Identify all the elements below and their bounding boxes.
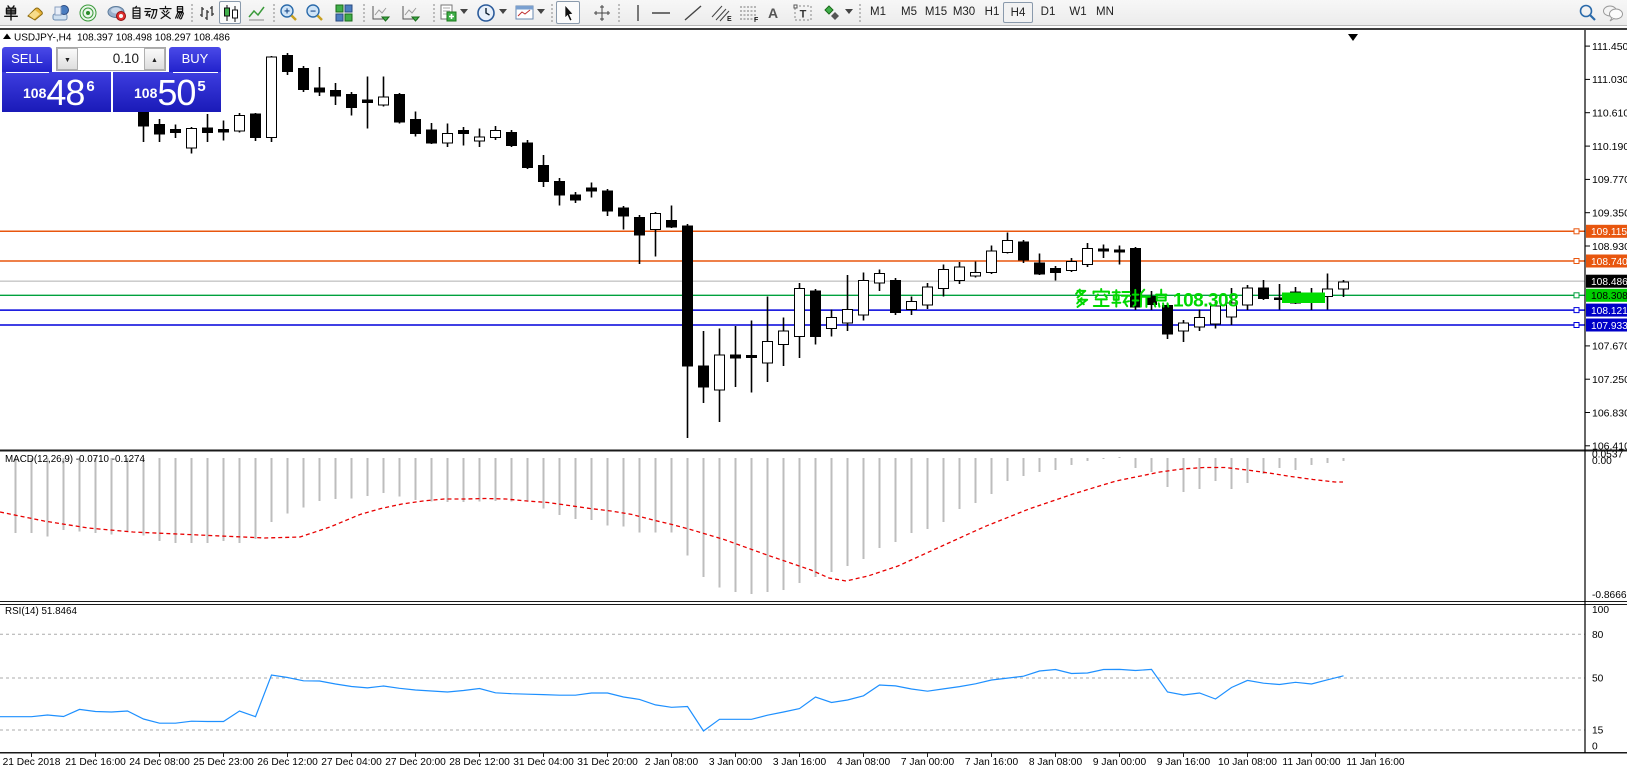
svg-text:108.486: 108.486 <box>1591 277 1627 288</box>
svg-text:RSI(14) 51.8464: RSI(14) 51.8464 <box>5 606 77 617</box>
svg-text:0: 0 <box>1592 742 1598 753</box>
svg-text:9 Jan 00:00: 9 Jan 00:00 <box>1093 757 1147 768</box>
svg-text:T: T <box>800 9 807 21</box>
svg-text:F: F <box>754 17 759 23</box>
svg-text:111.450: 111.450 <box>1592 41 1627 53</box>
svg-text:−: − <box>310 7 316 18</box>
svg-text:4 Jan 08:00: 4 Jan 08:00 <box>837 757 891 768</box>
svg-text:3 Jan 00:00: 3 Jan 00:00 <box>709 757 763 768</box>
svg-text:0.0537: 0.0537 <box>1592 450 1623 461</box>
svg-text:MACD(12,26,9) -0.0710 -0.1274: MACD(12,26,9) -0.0710 -0.1274 <box>5 454 146 465</box>
svg-text:9 Jan 16:00: 9 Jan 16:00 <box>1157 757 1211 768</box>
svg-text:110.610: 110.610 <box>1592 108 1627 120</box>
svg-text:27 Dec 04:00: 27 Dec 04:00 <box>321 757 382 768</box>
svg-text:50: 50 <box>1592 674 1604 685</box>
svg-text:21 Dec 16:00: 21 Dec 16:00 <box>65 757 126 768</box>
svg-text:-0.8666: -0.8666 <box>1592 590 1627 601</box>
svg-text:110.190: 110.190 <box>1592 141 1627 153</box>
svg-text:E: E <box>727 16 732 23</box>
svg-text:2 Jan 08:00: 2 Jan 08:00 <box>645 757 699 768</box>
svg-text:80: 80 <box>1592 630 1604 641</box>
svg-text:106.830: 106.830 <box>1592 407 1627 419</box>
svg-text:11 Jan 00:00: 11 Jan 00:00 <box>1282 757 1340 768</box>
svg-text:11 Jan 16:00: 11 Jan 16:00 <box>1346 757 1404 768</box>
svg-text:25 Dec 23:00: 25 Dec 23:00 <box>193 757 254 768</box>
svg-text:USDJPY-,H4 108.397 108.498 10: USDJPY-,H4 108.397 108.498 108.297 108.4… <box>14 32 230 43</box>
svg-text:26 Dec 12:00: 26 Dec 12:00 <box>257 757 318 768</box>
svg-text:31 Dec 04:00: 31 Dec 04:00 <box>513 757 574 768</box>
svg-text:109.770: 109.770 <box>1592 174 1627 186</box>
svg-text:7 Jan 00:00: 7 Jan 00:00 <box>901 757 955 768</box>
svg-text:31 Dec 20:00: 31 Dec 20:00 <box>577 757 638 768</box>
svg-text:24 Dec 08:00: 24 Dec 08:00 <box>129 757 190 768</box>
svg-text:108.308: 108.308 <box>1173 291 1238 312</box>
svg-text:109.350: 109.350 <box>1592 208 1627 220</box>
svg-text:10 Jan 08:00: 10 Jan 08:00 <box>1218 757 1277 768</box>
svg-text:108.308: 108.308 <box>1591 291 1627 302</box>
svg-text:+: + <box>284 7 290 18</box>
svg-text:106.410: 106.410 <box>1592 441 1627 453</box>
svg-text:27 Dec 20:00: 27 Dec 20:00 <box>385 757 446 768</box>
svg-text:7 Jan 16:00: 7 Jan 16:00 <box>965 757 1019 768</box>
svg-text:108.930: 108.930 <box>1592 241 1627 253</box>
svg-text:0.00: 0.00 <box>1592 456 1612 467</box>
svg-text:21 Dec 2018: 21 Dec 2018 <box>3 757 61 768</box>
svg-text:111.030: 111.030 <box>1592 74 1627 86</box>
svg-text:108.121: 108.121 <box>1591 306 1627 317</box>
svg-text:100: 100 <box>1592 605 1609 616</box>
svg-text:3 Jan 16:00: 3 Jan 16:00 <box>773 757 827 768</box>
svg-text:28 Dec 12:00: 28 Dec 12:00 <box>449 757 510 768</box>
svg-text:15: 15 <box>1592 726 1604 737</box>
svg-text:107.670: 107.670 <box>1592 341 1627 353</box>
svg-text:108.740: 108.740 <box>1591 257 1627 268</box>
svg-text:107.933: 107.933 <box>1591 321 1627 332</box>
svg-text:8 Jan 08:00: 8 Jan 08:00 <box>1029 757 1083 768</box>
svg-text:109.115: 109.115 <box>1591 227 1627 238</box>
svg-text:107.250: 107.250 <box>1592 374 1627 386</box>
